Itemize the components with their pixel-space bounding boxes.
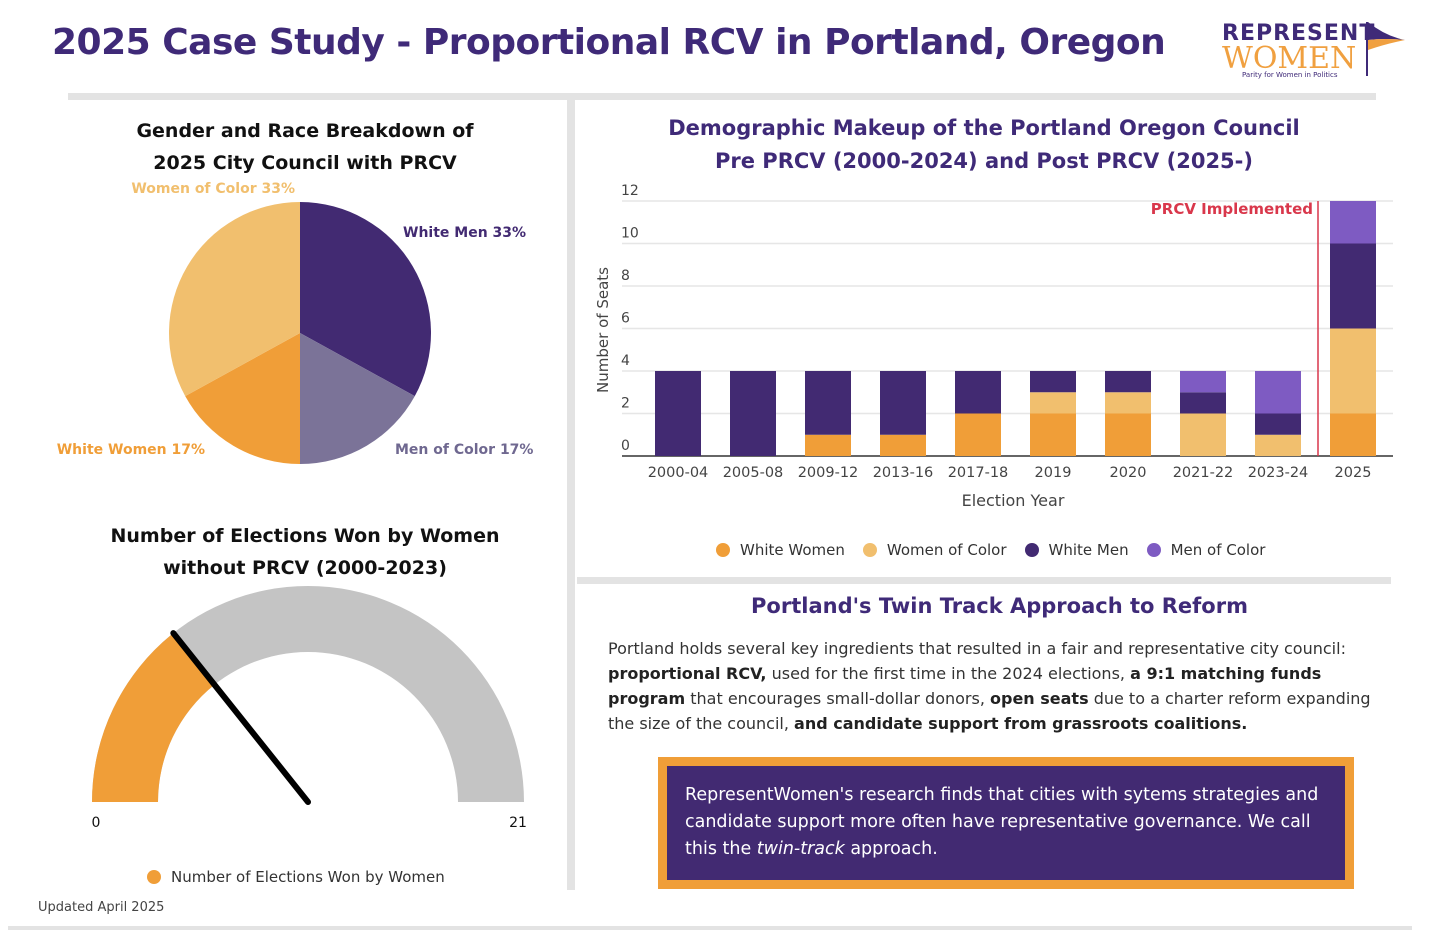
pie-label: White Men 33% <box>403 225 526 241</box>
gauge-title: Number of Elections Won by Women without … <box>110 525 500 579</box>
pie-label: Women of Color 33% <box>131 181 295 197</box>
pie-label: Men of Color 17% <box>395 442 533 458</box>
y-tick-label: 10 <box>621 226 639 242</box>
gauge-fill <box>92 633 215 802</box>
y-tick-label: 4 <box>621 353 630 369</box>
x-tick-label: 2021-22 <box>1173 465 1234 481</box>
x-tick-label: 2000-04 <box>648 465 709 481</box>
bar-segment-white-women <box>1030 413 1076 456</box>
legend-dot <box>1024 543 1039 557</box>
y-tick-label: 2 <box>621 396 630 412</box>
updated-note: Updated April 2025 <box>38 900 165 915</box>
y-axis-label: Number of Seats <box>594 267 612 393</box>
legend-item: White Men <box>1024 541 1129 559</box>
legend-item: Men of Color <box>1146 541 1265 559</box>
bar-segment-men-of-color <box>1255 371 1301 414</box>
bar-segment-white-men <box>880 371 926 435</box>
bar-segment-men-of-color <box>1330 201 1376 244</box>
x-tick-label: 2019 <box>1035 465 1072 481</box>
pie-slice-white-men <box>300 202 431 397</box>
callout-box: RepresentWomen's research finds that cit… <box>658 757 1354 889</box>
x-tick-label: 2017-18 <box>948 465 1009 481</box>
gauge-chart: 0 21 <box>92 586 527 831</box>
bar-segment-white-women <box>880 434 926 456</box>
bar-segment-women-of-color <box>1330 328 1376 414</box>
bar-chart: 0 2 4 6 8 10 12 Number of Seats Election Year 200… <box>594 183 1393 510</box>
y-tick-label: 6 <box>621 311 630 327</box>
bar-segment-women-of-color <box>1105 392 1151 414</box>
pie-slice-white-women <box>185 333 300 464</box>
gauge-needle <box>170 630 311 805</box>
legend-dot <box>147 870 161 884</box>
x-tick-label: 2023-24 <box>1248 465 1309 481</box>
x-tick-label: 2005-08 <box>723 465 784 481</box>
footer-divider <box>8 926 1412 930</box>
prcv-annotation: PRCV Implemented <box>1151 200 1313 218</box>
bar-segment-white-men <box>955 371 1001 414</box>
gauge-legend: Number of Elections Won by Women <box>147 868 445 886</box>
bar-chart-title: Demographic Makeup of the Portland Orego… <box>668 116 1300 173</box>
pie-chart: White Men 33% Men of Color 17% White Women… <box>57 181 533 464</box>
gauge-max-label: 21 <box>509 815 527 831</box>
svg-text:REPRESENT: REPRESENT <box>1222 21 1375 46</box>
bar-segment-white-men <box>1330 243 1376 329</box>
legend-item: Women of Color <box>862 541 1007 559</box>
pie-slice-women-of-color <box>169 202 300 397</box>
right-divider <box>577 577 1391 584</box>
y-tick-label: 12 <box>621 183 639 199</box>
x-axis-label: Election Year <box>962 491 1065 510</box>
bar-segment-white-men <box>655 371 701 456</box>
x-tick-label: 2025 <box>1335 465 1372 481</box>
bar-segment-white-men <box>805 371 851 435</box>
gauge-min-label: 0 <box>92 815 101 831</box>
legend-dot <box>1146 543 1161 557</box>
bar-segment-women-of-color <box>1255 434 1301 456</box>
representwomen-logo: REPRESENT WOMEN Parity for Women in Poli… <box>1222 21 1405 79</box>
x-tick-label: 2013-16 <box>873 465 934 481</box>
y-tick-label: 0 <box>621 438 630 454</box>
bar-segment-white-men <box>1255 413 1301 435</box>
bar-segment-white-men <box>1105 371 1151 393</box>
bar-segment-white-women <box>1105 413 1151 456</box>
bar-segment-white-men <box>1030 371 1076 393</box>
bar-segment-women-of-color <box>1180 413 1226 456</box>
page-title: 2025 Case Study - Proportional RCV in Po… <box>52 22 1166 63</box>
bar-segment-white-women <box>805 434 851 456</box>
x-tick-label: 2020 <box>1110 465 1147 481</box>
y-tick-label: 8 <box>621 268 630 284</box>
bar-segment-women-of-color <box>1030 392 1076 414</box>
reform-title: Portland's Twin Track Approach to Reform <box>751 594 1248 618</box>
legend-dot <box>862 543 877 557</box>
bar-segment-men-of-color <box>1180 371 1226 393</box>
legend-dot <box>716 543 730 557</box>
pie-title: Gender and Race Breakdown of 2025 City Co… <box>136 120 474 174</box>
bar-legend: White Women Women of Color White Men Men of… <box>716 541 1265 559</box>
legend-item: White Women <box>716 541 845 559</box>
bar-segment-white-men <box>730 371 776 456</box>
pie-label: White Women 17% <box>57 442 205 458</box>
x-tick-label: 2009-12 <box>798 465 859 481</box>
svg-text:Parity for Women in Politics: Parity for Women in Politics <box>1242 71 1338 79</box>
bar-segment-white-women <box>955 413 1001 456</box>
top-divider <box>68 93 1376 100</box>
vertical-divider <box>567 100 575 890</box>
gauge-track <box>92 586 524 802</box>
reform-paragraph: Portland holds several key ingredients t… <box>608 639 1371 733</box>
bar-segment-white-men <box>1180 392 1226 414</box>
svg-text:WOMEN: WOMEN <box>1222 41 1356 76</box>
pie-slice-men-of-color <box>300 333 415 464</box>
bar-segment-white-women <box>1330 413 1376 456</box>
